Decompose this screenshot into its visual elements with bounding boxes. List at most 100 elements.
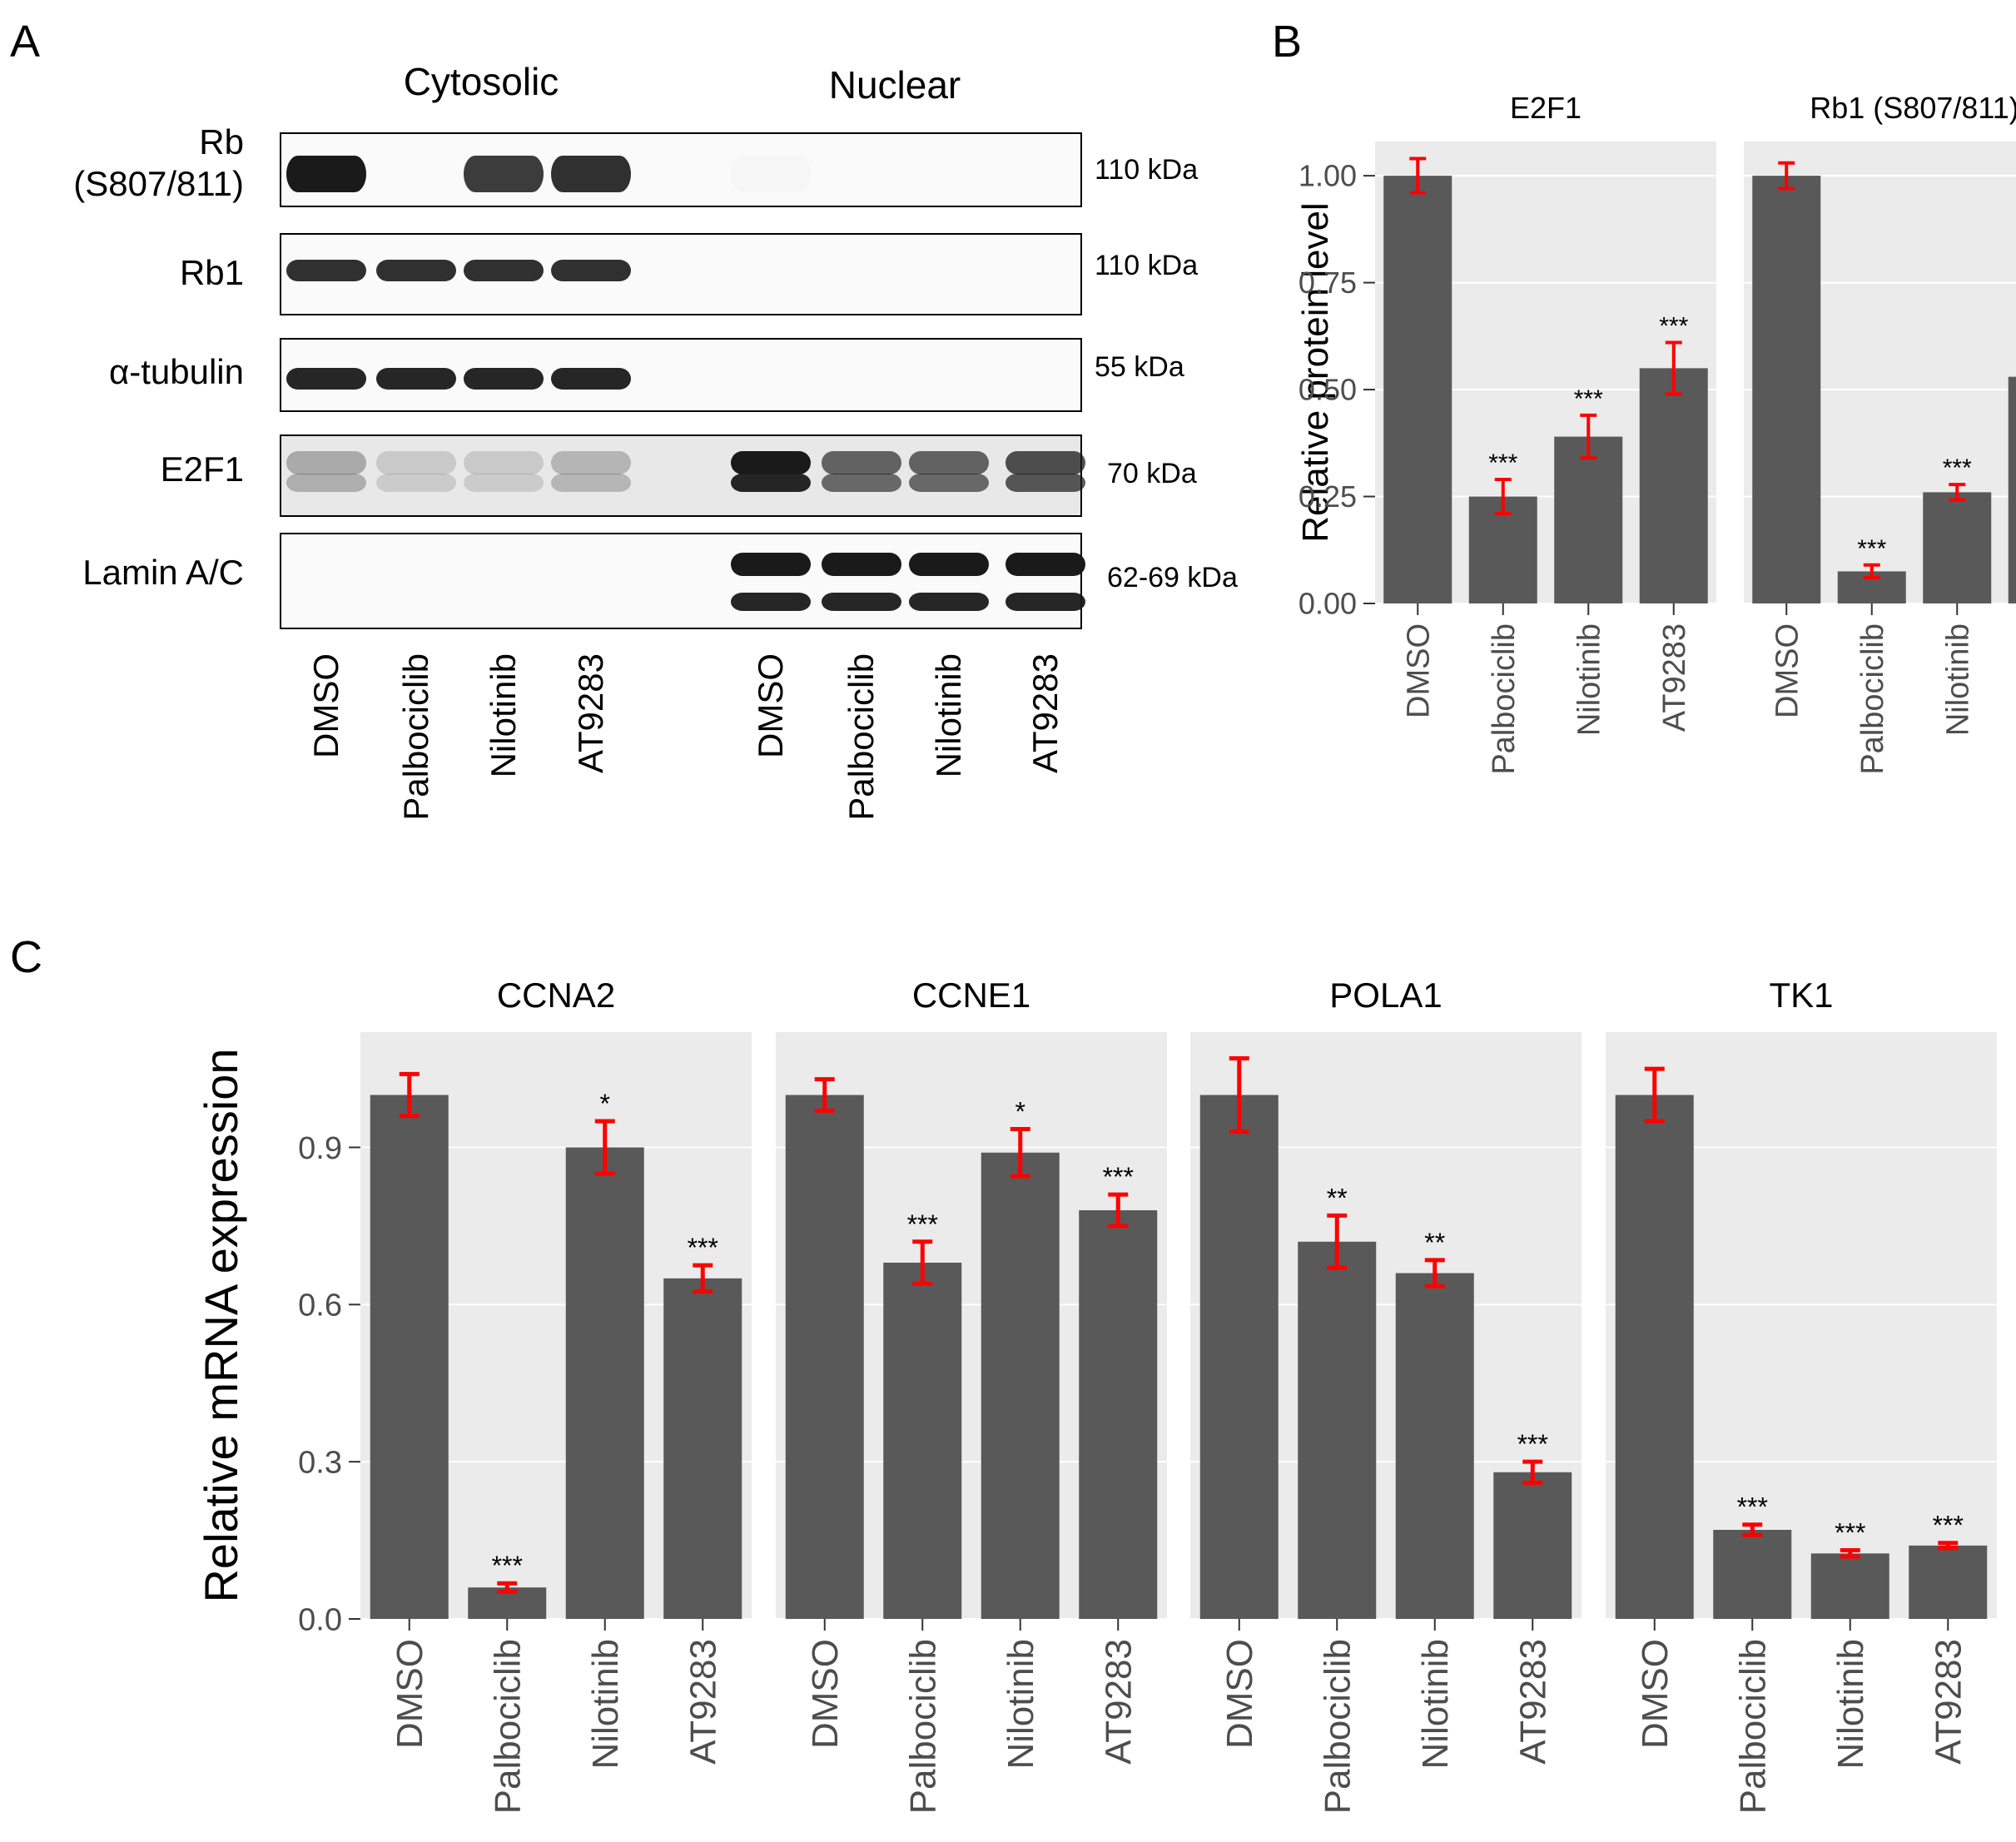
blot-band: [822, 451, 901, 474]
blot-band: [286, 156, 366, 192]
y-tick-label: 0.50: [1298, 373, 1357, 407]
y-tick-label: 1.00: [1298, 159, 1357, 193]
significance-label: **: [1327, 1183, 1348, 1213]
bar: [1199, 1095, 1279, 1619]
blot-strip: [280, 132, 1082, 207]
bar: [2008, 376, 2016, 603]
significance-label: ***: [1517, 1429, 1548, 1459]
bar: [1923, 492, 1992, 603]
blot-label: Rb: [199, 122, 244, 161]
blot-band: [731, 156, 811, 192]
significance-label: ***: [1488, 449, 1517, 477]
bar: [1554, 436, 1623, 603]
x-tick-label: DMSO: [1770, 623, 1805, 718]
group-label-nuclear: Nuclear: [829, 63, 961, 107]
blot-band: [376, 368, 456, 390]
blot-band: [822, 593, 901, 611]
x-tick-label: DMSO: [1635, 1639, 1676, 1749]
blot-band: [551, 451, 631, 474]
significance-label: ***: [1659, 313, 1688, 340]
bar: [785, 1095, 864, 1619]
bar: [1298, 1241, 1377, 1619]
group-label-cytosolic: Cytosolic: [404, 60, 559, 103]
bar: [565, 1147, 644, 1619]
blot-band: [551, 156, 631, 192]
bar: [1639, 368, 1708, 603]
x-tick-label: Palbociclib: [1487, 623, 1522, 775]
y-tick-label: 0.0: [298, 1602, 342, 1637]
bar: [1752, 176, 1821, 604]
blot-label: Rb1: [180, 253, 244, 292]
significance-label: ***: [1737, 1492, 1768, 1522]
bar: [1493, 1472, 1572, 1619]
lane-label: Palbociclib: [396, 653, 435, 821]
blot-band: [464, 156, 544, 192]
blot-band: [822, 474, 901, 492]
blot-band: [909, 474, 989, 492]
facet-title: CCNE1: [912, 976, 1030, 1015]
blot-band: [731, 451, 811, 474]
bar: [1079, 1210, 1158, 1619]
bar: [663, 1278, 742, 1619]
significance-label: ***: [1574, 385, 1603, 413]
significance-label: ***: [1933, 1511, 1964, 1541]
bar: [1615, 1095, 1694, 1619]
lane-label: DMSO: [751, 653, 790, 758]
blot-band: [464, 260, 544, 281]
x-tick-label: Palbociclib: [903, 1639, 944, 1814]
x-tick-label: Palbociclib: [1855, 623, 1890, 775]
facet-title: E2F1: [1510, 91, 1582, 125]
blot-size-label: 110 kDa: [1095, 250, 1198, 281]
significance-label: ***: [1835, 1518, 1865, 1548]
lane-label: Palbociclib: [842, 653, 881, 821]
panel-label-b: B: [1272, 17, 1302, 67]
blot-band: [551, 260, 631, 281]
blot-band: [464, 474, 544, 492]
lane-label: AT9283: [571, 653, 610, 773]
x-tick-label: DMSO: [1219, 1639, 1260, 1749]
blot-label: E2F1: [161, 449, 244, 489]
significance-label: **: [1424, 1228, 1445, 1258]
lane-label: Nilotinib: [929, 653, 968, 777]
x-tick-label: Nilotinib: [1830, 1639, 1871, 1770]
blot-band: [286, 474, 366, 492]
significance-label: ***: [1943, 454, 1972, 482]
facet-title: CCNA2: [497, 976, 615, 1015]
y-tick-label: 0.6: [298, 1288, 342, 1323]
blot-band: [286, 451, 366, 474]
western-blot-panel: Rb(S807/811) 110 kDa Rb1 110 kDa α-tubulin 55…: [73, 122, 1238, 821]
y-tick-label: 0.75: [1298, 266, 1357, 300]
blot-band: [1006, 553, 1085, 576]
significance-label: ***: [907, 1209, 938, 1239]
x-tick-label: Palbociclib: [1318, 1639, 1358, 1814]
x-tick-label: DMSO: [805, 1639, 846, 1749]
blot-size-label: 70 kDa: [1107, 458, 1197, 489]
blot-band: [1006, 451, 1085, 474]
blot-size-label: 62-69 kDa: [1107, 562, 1238, 593]
blot-band: [464, 368, 544, 390]
significance-label: ***: [1103, 1162, 1134, 1192]
significance-label: ***: [492, 1551, 523, 1581]
blot-label: α-tubulin: [109, 352, 244, 391]
bar: [1383, 176, 1452, 604]
x-tick-label: Nilotinib: [1941, 623, 1976, 736]
significance-label: *: [1015, 1096, 1025, 1126]
blot-size-label: 110 kDa: [1095, 154, 1198, 186]
significance-label: ***: [1857, 535, 1886, 563]
blot-size-label: 55 kDa: [1095, 351, 1184, 383]
bar: [1909, 1545, 1988, 1619]
blot-band: [909, 451, 989, 474]
bar: [1713, 1529, 1792, 1619]
lane-label: Nilotinib: [484, 653, 523, 777]
blot-band: [731, 593, 811, 611]
y-tick-label: 0.3: [298, 1445, 342, 1480]
x-tick-label: Nilotinib: [1572, 623, 1607, 736]
significance-label: ***: [688, 1233, 718, 1263]
blot-band: [286, 368, 366, 390]
y-tick-label: 0.00: [1298, 587, 1357, 621]
y-axis-title: Relative mRNA expression: [195, 1048, 247, 1602]
x-tick-label: Nilotinib: [1001, 1639, 1041, 1770]
x-tick-label: AT9283: [1099, 1639, 1140, 1765]
blot-band: [376, 474, 456, 492]
mrna-expression-chart: Relative mRNA expression 0.0 0.3 0.6 0.9 CCNA…: [195, 976, 1997, 1814]
